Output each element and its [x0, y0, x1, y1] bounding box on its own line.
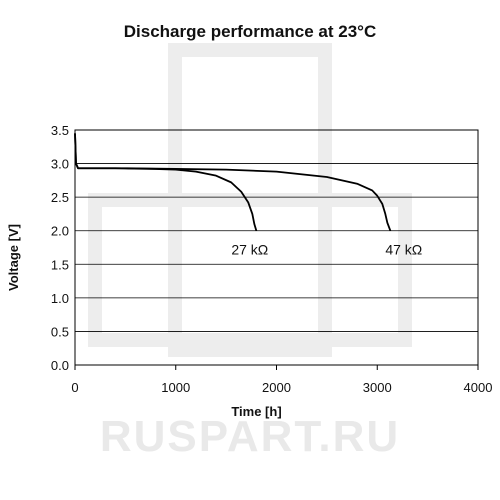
- x-tick-label: 2000: [262, 380, 291, 395]
- x-tick-label: 4000: [464, 380, 493, 395]
- series-layer: [74, 133, 392, 232]
- y-tick-label: 2.5: [51, 190, 69, 205]
- series-line-1: [74, 133, 258, 231]
- y-tick-label: 3.5: [51, 123, 69, 138]
- y-tick-label: 3.0: [51, 157, 69, 172]
- y-tick-label: 1.0: [51, 291, 69, 306]
- y-tick-label: 1.5: [51, 257, 69, 272]
- axes-layer: [74, 129, 479, 370]
- watermark-logo: [88, 43, 412, 357]
- x-tick-label: 3000: [363, 380, 392, 395]
- x-axis-label: Time [h]: [231, 404, 281, 419]
- y-tick-label: 0.5: [51, 324, 69, 339]
- x-tick-label: 1000: [161, 380, 190, 395]
- watermark-text: RUSPART.RU: [99, 412, 401, 461]
- y-tick-label: 2.0: [51, 224, 69, 239]
- labels-layer: 0.0 0.5 1.0 1.5 2.0 2.5 3.0 3.5 0 1000 2000 3000 400…: [6, 123, 492, 419]
- series-line-2: [74, 133, 392, 232]
- x-tick-label: 0: [71, 380, 78, 395]
- chart-title: Discharge performance at 23°C: [123, 22, 377, 41]
- series-label-1: 27 kΩ: [231, 242, 268, 258]
- y-tick-label: 0.0: [51, 358, 69, 373]
- plot-frame: [74, 129, 479, 366]
- y-axis-label: Voltage [V]: [6, 224, 21, 291]
- series-label-2: 47 kΩ: [385, 242, 422, 258]
